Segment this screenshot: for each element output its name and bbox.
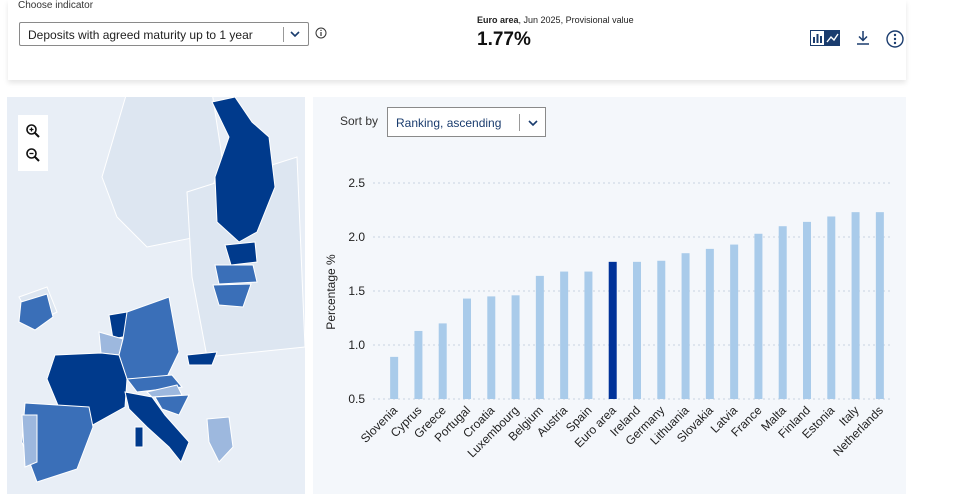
bar-lithuania[interactable]	[681, 253, 690, 399]
spain-region	[21, 402, 94, 483]
sort-dropdown[interactable]: Ranking, ascending	[387, 107, 546, 137]
dropdown-divider	[519, 114, 520, 131]
chevron-down-icon	[290, 31, 300, 38]
greece-region	[206, 416, 234, 463]
zoom-out-icon[interactable]	[25, 147, 41, 163]
bar-italy[interactable]	[851, 212, 860, 399]
bar-latvia[interactable]	[730, 244, 739, 399]
croatia-region	[154, 394, 190, 416]
zoom-in-icon[interactable]	[25, 123, 41, 139]
bar-luxembourg[interactable]	[511, 295, 520, 399]
bar-france[interactable]	[754, 233, 763, 399]
slovakia-region	[186, 351, 218, 366]
y-axis-title: Percentage %	[324, 254, 338, 330]
chart-panel: Sort by Ranking, ascending Percentage % …	[313, 97, 906, 494]
kpi-area: Euro area	[477, 15, 519, 25]
bar-finland[interactable]	[803, 221, 811, 399]
europe-map[interactable]	[7, 97, 305, 494]
info-icon[interactable]	[315, 27, 327, 39]
y-tick-label: 2.0	[348, 230, 365, 244]
bar-croatia[interactable]	[487, 296, 496, 399]
portugal-region	[21, 414, 38, 468]
bar-chart: Percentage % 0.51.01.52.02.5SloveniaCypr…	[324, 176, 893, 460]
download-icon[interactable]	[855, 30, 871, 46]
lithuania-region	[212, 283, 252, 308]
bar-cyprus[interactable]	[414, 330, 423, 399]
y-tick-label: 0.5	[348, 392, 365, 406]
bar-malta[interactable]	[778, 226, 787, 399]
bar-greece[interactable]	[438, 323, 447, 399]
sardinia-region	[134, 426, 144, 448]
map-panel[interactable]	[7, 97, 305, 494]
more-options-icon[interactable]	[886, 30, 904, 48]
estonia-region	[224, 241, 258, 266]
choose-indicator-label: Choose indicator	[18, 0, 94, 11]
bar-belgium[interactable]	[535, 275, 544, 399]
kpi-period: , Jun 2025, Provisional value	[518, 15, 634, 25]
map-zoom-controls	[18, 115, 48, 171]
chevron-down-icon	[528, 120, 538, 127]
indicator-dropdown-value: Deposits with agreed maturity up to 1 ye…	[28, 28, 253, 42]
bar-estonia[interactable]	[827, 216, 836, 399]
bar-slovenia[interactable]	[390, 356, 399, 399]
latvia-region	[214, 264, 258, 285]
italy-region	[124, 391, 190, 463]
y-tick-label: 1.0	[348, 338, 365, 352]
kpi-value: 1.77%	[477, 29, 531, 50]
ireland-region	[18, 293, 54, 331]
y-tick-label: 1.5	[348, 284, 365, 298]
indicator-dropdown[interactable]: Deposits with agreed maturity up to 1 ye…	[19, 22, 309, 46]
bar-netherlands[interactable]	[875, 212, 884, 399]
y-tick-label: 2.5	[348, 176, 365, 190]
kpi-caption: Euro area, Jun 2025, Provisional value	[477, 15, 634, 25]
bar-slovakia[interactable]	[705, 248, 714, 399]
bar-austria[interactable]	[560, 271, 569, 399]
bar-germany[interactable]	[657, 260, 666, 399]
sort-dropdown-value: Ranking, ascending	[396, 116, 502, 130]
sort-by-label: Sort by	[340, 114, 379, 128]
bar-ireland[interactable]	[633, 261, 641, 399]
bar-portugal[interactable]	[463, 298, 471, 399]
bar-euro-area[interactable]	[608, 261, 617, 399]
germany-region	[118, 296, 180, 380]
chart-toggle-icon[interactable]	[810, 30, 840, 46]
dropdown-divider	[283, 27, 284, 42]
bar-spain[interactable]	[584, 271, 593, 399]
finland-region	[211, 97, 276, 243]
